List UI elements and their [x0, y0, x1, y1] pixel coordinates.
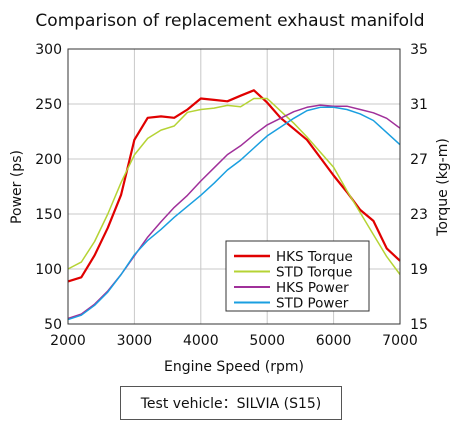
x-axis-label: Engine Speed (rpm)	[164, 359, 304, 375]
x-tick-label: 5000	[249, 333, 285, 349]
y-tick-label-right: 15	[410, 317, 428, 333]
y-tick-label-left: 100	[35, 262, 62, 278]
series-lines	[67, 89, 401, 321]
series-line-std-power	[67, 106, 401, 321]
legend-box	[225, 240, 370, 312]
legend-label: HKS Power	[276, 280, 349, 296]
y-tick-label-left: 300	[35, 42, 62, 58]
y-tick-label-left: 200	[35, 152, 62, 168]
y-tick-label-left: 50	[44, 317, 62, 333]
y-tick-label-right: 35	[410, 42, 428, 58]
y-tick-label-right: 19	[410, 262, 428, 278]
y-axis-label-left: Power (ps)	[9, 150, 25, 224]
y-tick-label-right: 31	[410, 97, 428, 113]
legend-label: STD Power	[276, 296, 349, 312]
y-tick-label-left: 250	[35, 97, 62, 113]
y-tick-label-right: 27	[410, 152, 428, 168]
x-tick-label: 2000	[50, 333, 86, 349]
tick-labels: 2000 3000 4000 5000 6000 7000 50 100 150 200 250 30…	[35, 42, 428, 349]
x-tick-label: 4000	[183, 333, 219, 349]
legend-label: STD Torque	[276, 265, 352, 281]
caption-text: Test vehicle：SILVIA (S15)	[140, 396, 322, 412]
y-axis-label-right: Torque (kg-m)	[435, 138, 451, 237]
test-vehicle-caption: Test vehicle：SILVIA (S15)	[120, 386, 342, 420]
plot-frame	[67, 48, 401, 325]
y-tick-label-right: 23	[410, 207, 428, 223]
series-line-std-torque	[67, 97, 401, 275]
y-tick-label-left: 150	[35, 207, 62, 223]
x-tick-label: 6000	[316, 333, 352, 349]
series-line-hks-torque	[67, 89, 401, 283]
legend-label: HKS Torque	[276, 249, 353, 265]
chart-title: Comparison of replacement exhaust manifo…	[35, 11, 424, 31]
x-tick-label: 7000	[382, 333, 418, 349]
x-tick-label: 3000	[117, 333, 153, 349]
